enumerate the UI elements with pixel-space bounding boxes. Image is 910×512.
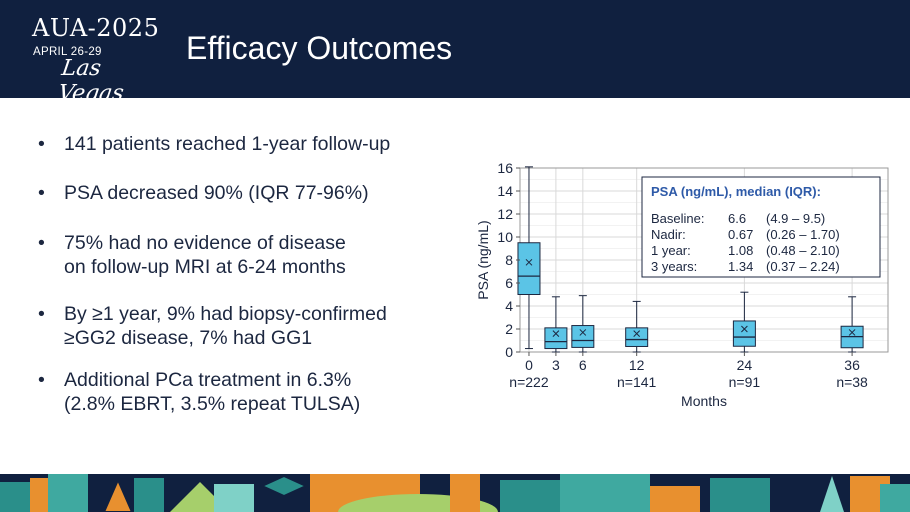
legend-row-median: 1.34 <box>728 259 753 274</box>
bullet-text: 75% had no evidence of disease <box>64 232 346 254</box>
box-mean-marker <box>741 325 748 333</box>
bullet-text: By ≥1 year, 9% had biopsy-confirmed <box>64 303 387 325</box>
header-banner: AUA-2025 APRIL 26-29 Las Vegas Efficacy … <box>0 0 910 106</box>
bullet-text: 141 patients reached 1-year follow-up <box>64 133 391 155</box>
logo-city: Las Vegas <box>56 56 126 106</box>
n-label: n=222 <box>509 374 549 390</box>
legend-row-median: 1.08 <box>728 243 753 258</box>
legend-row-label: Nadir: <box>651 227 686 242</box>
box-group <box>517 166 541 350</box>
box-group <box>732 291 756 353</box>
bullet-text: Additional PCa treatment in 6.3% <box>64 369 352 391</box>
legend-title: PSA (ng/mL), median (IQR): <box>651 184 821 199</box>
y-tick-label: 10 <box>497 229 513 245</box>
legend-box <box>641 176 881 278</box>
legend-rows: Baseline: 6.6 (4.9 – 9.5) Nadir: 0.67 (0.26 –… <box>651 211 840 274</box>
legend-row-iqr: (0.37 – 2.24) <box>766 259 840 274</box>
box-mean-marker <box>633 330 641 337</box>
box-iqr <box>732 320 756 347</box>
box-mean-marker <box>525 258 533 266</box>
n-label: n=38 <box>836 374 868 390</box>
y-tick-label: 0 <box>505 344 513 360</box>
bullet-icon: • <box>38 232 45 254</box>
y-tick-label: 2 <box>505 321 513 337</box>
y-tick-label: 14 <box>497 183 513 199</box>
bullet-text: ≥GG2 disease, 7% had GG1 <box>64 327 313 349</box>
x-tick-label: 0 <box>525 357 533 373</box>
y-tick-label: 16 <box>497 160 513 176</box>
legend-row-label: Baseline: <box>651 211 704 226</box>
y-tick-labels: 0 2 4 6 8 10 12 14 16 <box>497 160 520 360</box>
x-tick-label: 6 <box>579 357 587 373</box>
y-tick-label: 6 <box>505 275 513 291</box>
x-tick-label: 36 <box>844 357 860 373</box>
legend-row-iqr: (0.48 – 2.10) <box>766 243 840 258</box>
x-tick-label: 12 <box>629 357 645 373</box>
legend-row-label: 1 year: <box>651 243 691 258</box>
y-tick-label: 8 <box>505 252 513 268</box>
n-label: n=91 <box>729 374 761 390</box>
box-iqr <box>517 242 541 295</box>
box-group <box>625 300 649 353</box>
box-mean-marker <box>848 329 856 336</box>
box-group <box>571 295 595 353</box>
conference-logo: AUA-2025 APRIL 26-29 Las Vegas <box>32 14 167 106</box>
legend-row-label: 3 years: <box>651 259 697 274</box>
legend-row-median: 0.67 <box>728 227 753 242</box>
bullet-text: PSA decreased 90% (IQR 77-96%) <box>64 182 369 204</box>
n-label: n=141 <box>617 374 657 390</box>
box-mean-marker <box>579 329 587 336</box>
x-tick-label: 3 <box>552 357 560 373</box>
bullet-text: on follow-up MRI at 6-24 months <box>64 256 346 278</box>
box-group <box>840 296 864 353</box>
logo-dates: APRIL 26-29 <box>33 46 102 58</box>
n-labels: n=222 n=141 n=91 n=38 <box>509 374 868 390</box>
box-iqr <box>625 327 649 347</box>
chart-legend: PSA (ng/mL), median (IQR): Baseline: 6.6 (… <box>641 176 881 278</box>
x-tick-label: 24 <box>737 357 753 373</box>
bullet-text: (2.8% EBRT, 3.5% repeat TULSA) <box>64 393 361 415</box>
page-title: Efficacy Outcomes <box>186 30 453 66</box>
box-mean-marker <box>552 330 560 337</box>
bullet-icon: • <box>38 133 45 155</box>
x-axis-label: Months <box>681 393 727 409</box>
box-group <box>544 296 568 353</box>
y-axis-label: PSA (ng/mL) <box>475 220 491 299</box>
box-iqr <box>571 325 595 348</box>
y-tick-label: 12 <box>497 206 513 222</box>
bullet-icon: • <box>38 303 45 325</box>
psa-boxplot-chart: 0 2 4 6 8 10 12 14 16 0 3 6 12 24 36 n=222 n=141 n=91 n=… <box>470 160 900 420</box>
x-tick-labels: 0 3 6 12 24 36 <box>525 352 860 373</box>
bullet-icon: • <box>38 369 45 391</box>
box-iqr <box>544 327 568 350</box>
y-tick-label: 4 <box>505 298 513 314</box>
legend-row-iqr: (4.9 – 9.5) <box>766 211 825 226</box>
bullet-icon: • <box>38 182 45 204</box>
decorative-footer <box>0 474 910 512</box>
logo-wordmark: AUA-2025 <box>32 14 160 42</box>
legend-row-iqr: (0.26 – 1.70) <box>766 227 840 242</box>
legend-row-median: 6.6 <box>728 211 746 226</box>
